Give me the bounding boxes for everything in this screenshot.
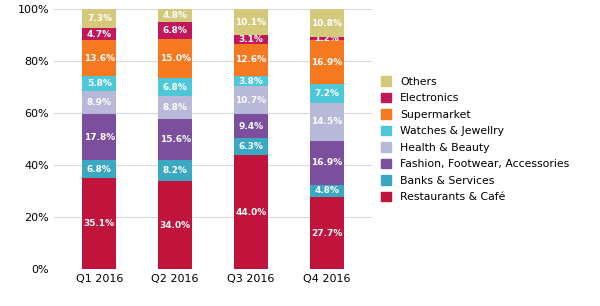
Text: 3.8%: 3.8% [238, 77, 263, 86]
Bar [310, 141, 344, 185]
Text: 4.8%: 4.8% [314, 186, 339, 196]
Text: 1.2%: 1.2% [314, 34, 339, 43]
Text: 16.9%: 16.9% [311, 158, 342, 167]
Text: 10.7%: 10.7% [235, 95, 266, 105]
Bar [82, 28, 116, 40]
Bar [82, 114, 116, 160]
Text: 10.1%: 10.1% [235, 18, 266, 27]
Legend: Others, Electronics, Supermarket, Watches & Jewellry, Health & Beauty, Fashion, : Others, Electronics, Supermarket, Watche… [380, 76, 569, 202]
Text: 6.8%: 6.8% [87, 165, 112, 174]
Bar [234, 43, 268, 76]
Bar [234, 76, 268, 86]
Bar [234, 155, 268, 269]
Bar [310, 185, 344, 197]
Bar [82, 91, 116, 114]
Bar [234, 114, 268, 138]
Bar [310, 37, 344, 40]
Text: 7.3%: 7.3% [87, 14, 112, 23]
Bar [310, 84, 344, 103]
Text: 5.8%: 5.8% [87, 79, 112, 88]
Bar [310, 9, 344, 37]
Text: 9.4%: 9.4% [238, 122, 263, 131]
Text: 10.8%: 10.8% [311, 19, 342, 28]
Text: 35.1%: 35.1% [84, 219, 115, 228]
Bar [310, 40, 344, 84]
Bar [234, 9, 268, 35]
Text: 16.9%: 16.9% [311, 58, 342, 67]
Bar [82, 40, 116, 76]
Text: 15.0%: 15.0% [160, 54, 191, 63]
Bar [234, 138, 268, 155]
Bar [158, 181, 192, 269]
Text: 4.7%: 4.7% [87, 30, 112, 39]
Bar [310, 197, 344, 269]
Bar [158, 9, 192, 22]
Text: 27.7%: 27.7% [311, 229, 342, 238]
Bar [234, 35, 268, 43]
Text: 13.6%: 13.6% [84, 54, 115, 63]
Text: 34.0%: 34.0% [160, 221, 191, 230]
Bar [82, 76, 116, 91]
Bar [82, 9, 116, 28]
Bar [158, 119, 192, 159]
Text: 15.6%: 15.6% [160, 135, 191, 144]
Text: 8.2%: 8.2% [163, 166, 188, 175]
Bar [158, 78, 192, 96]
Text: 8.9%: 8.9% [87, 98, 112, 107]
Text: 4.8%: 4.8% [163, 11, 188, 20]
Text: 14.5%: 14.5% [311, 118, 342, 126]
Bar [158, 39, 192, 78]
Bar [82, 160, 116, 178]
Bar [158, 96, 192, 119]
Bar [158, 22, 192, 39]
Text: 17.8%: 17.8% [84, 132, 115, 142]
Text: 12.6%: 12.6% [235, 55, 266, 64]
Text: 44.0%: 44.0% [235, 207, 266, 217]
Text: 8.8%: 8.8% [163, 103, 188, 112]
Bar [310, 103, 344, 141]
Bar [234, 86, 268, 114]
Bar [82, 178, 116, 269]
Text: 6.8%: 6.8% [163, 83, 188, 92]
Text: 6.8%: 6.8% [163, 26, 188, 35]
Text: 6.3%: 6.3% [238, 142, 263, 151]
Bar [158, 159, 192, 181]
Text: 7.2%: 7.2% [314, 89, 339, 98]
Text: 3.1%: 3.1% [238, 35, 263, 44]
